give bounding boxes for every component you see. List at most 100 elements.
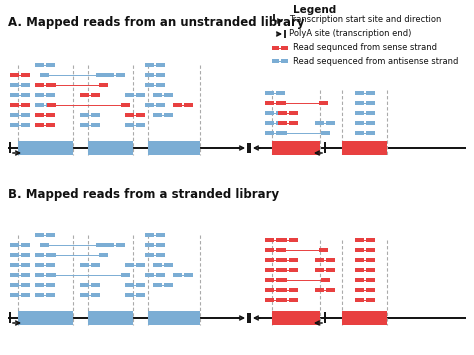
Bar [125, 283, 134, 287]
Bar [289, 288, 298, 292]
Bar [46, 93, 55, 97]
Bar [35, 63, 44, 67]
Bar [35, 253, 44, 257]
Bar [80, 123, 89, 127]
Bar [278, 258, 287, 262]
Bar [145, 103, 154, 107]
Bar [366, 268, 375, 272]
Bar [366, 111, 375, 115]
Bar [366, 91, 375, 95]
Bar [173, 273, 182, 277]
Bar [366, 238, 375, 242]
Bar [184, 103, 193, 107]
Bar [156, 273, 165, 277]
Bar [80, 93, 89, 97]
Bar [289, 268, 298, 272]
Bar [153, 93, 162, 97]
Bar [265, 278, 274, 282]
Bar [355, 258, 364, 262]
Bar [272, 141, 320, 155]
Bar [276, 111, 285, 115]
Bar [276, 248, 285, 252]
Bar [136, 93, 145, 97]
Bar [265, 121, 274, 125]
Bar [355, 268, 364, 272]
Bar [355, 121, 364, 125]
Text: B. Mapped reads from a stranded library: B. Mapped reads from a stranded library [8, 188, 279, 201]
Bar [35, 263, 44, 267]
Bar [281, 59, 288, 63]
Bar [319, 248, 328, 252]
Bar [281, 46, 288, 50]
Bar [265, 101, 274, 105]
Bar [278, 298, 287, 302]
Bar [289, 121, 298, 125]
Bar [265, 91, 274, 95]
Bar [355, 131, 364, 135]
Bar [46, 293, 55, 297]
Bar [355, 248, 364, 252]
Bar [145, 243, 154, 247]
Bar [153, 263, 162, 267]
Text: A. Mapped reads from an unstranded library: A. Mapped reads from an unstranded libra… [8, 16, 304, 29]
Bar [35, 283, 44, 287]
Bar [18, 141, 73, 155]
Bar [184, 273, 193, 277]
Bar [278, 278, 287, 282]
Bar [164, 283, 173, 287]
Bar [277, 248, 286, 252]
Bar [91, 263, 100, 267]
Bar [21, 283, 30, 287]
Text: Legend: Legend [293, 5, 336, 15]
Bar [315, 121, 324, 125]
Bar [35, 93, 44, 97]
Bar [47, 273, 56, 277]
Bar [35, 83, 44, 87]
Bar [35, 233, 44, 237]
Bar [265, 238, 274, 242]
Bar [10, 83, 19, 87]
Bar [10, 253, 19, 257]
Bar [91, 123, 100, 127]
Text: PolyA site (transcription end): PolyA site (transcription end) [289, 29, 411, 38]
Bar [99, 83, 108, 87]
Bar [80, 263, 89, 267]
Bar [46, 103, 55, 107]
Bar [80, 283, 89, 287]
Bar [96, 73, 105, 77]
Bar [321, 278, 330, 282]
Bar [265, 131, 274, 135]
Bar [289, 111, 298, 115]
Bar [315, 258, 324, 262]
Bar [145, 83, 154, 87]
Bar [265, 268, 274, 272]
Bar [10, 123, 19, 127]
Bar [91, 93, 100, 97]
Bar [21, 93, 30, 97]
Bar [35, 113, 44, 117]
Bar [148, 141, 200, 155]
Bar [46, 233, 55, 237]
Bar [136, 283, 145, 287]
Bar [278, 268, 287, 272]
Bar [88, 311, 133, 325]
Bar [278, 111, 287, 115]
Bar [35, 123, 44, 127]
Bar [47, 253, 56, 257]
Bar [315, 288, 324, 292]
Bar [326, 268, 335, 272]
Bar [278, 238, 287, 242]
Bar [46, 113, 55, 117]
Bar [355, 278, 364, 282]
Bar [88, 141, 133, 155]
Bar [121, 103, 130, 107]
Bar [278, 121, 287, 125]
Bar [145, 253, 154, 257]
Bar [156, 83, 165, 87]
Bar [156, 253, 165, 257]
Bar [366, 101, 375, 105]
Bar [276, 288, 285, 292]
Bar [366, 278, 375, 282]
Bar [21, 103, 30, 107]
Bar [319, 101, 328, 105]
